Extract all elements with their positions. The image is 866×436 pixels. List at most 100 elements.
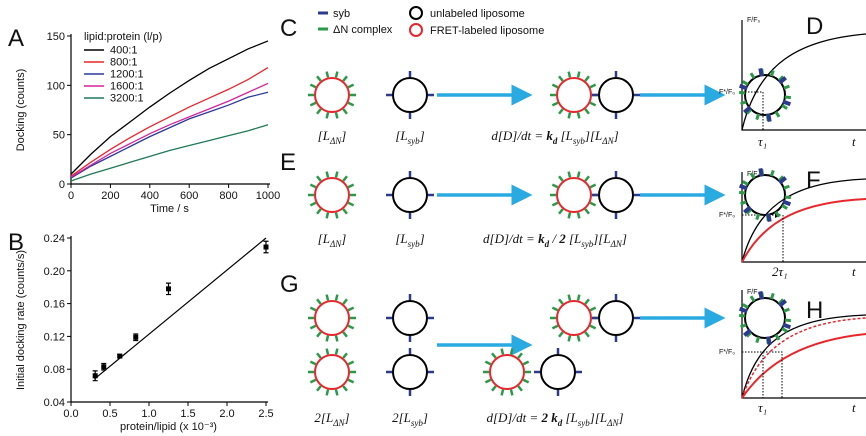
protein bbox=[590, 85, 595, 88]
formula: 2[Lsyb] bbox=[392, 410, 428, 428]
formula-part: d[D]/dt = bbox=[491, 128, 546, 143]
protein bbox=[310, 103, 315, 106]
protein bbox=[343, 76, 347, 81]
figure: A B C E G D F H syb ΔN complex unlabeled… bbox=[0, 0, 866, 436]
membrane bbox=[557, 301, 591, 335]
formula-part: d[D]/dt = bbox=[486, 410, 541, 425]
formula-part: [L bbox=[318, 128, 330, 143]
protein bbox=[578, 172, 579, 178]
protein bbox=[552, 185, 557, 188]
level-label: F*/F₀ bbox=[719, 349, 735, 356]
protein bbox=[559, 299, 563, 304]
y-tick-label: 0.16 bbox=[44, 299, 65, 311]
schematic-f bbox=[742, 172, 866, 262]
protein bbox=[348, 308, 353, 311]
protein bbox=[511, 349, 512, 355]
protein bbox=[783, 325, 791, 328]
y-axis-label: Initial docking rate (counts/s) bbox=[15, 250, 27, 390]
x-tick-label: 1000 bbox=[256, 190, 280, 202]
formula: d[D]/dt = kd / 2 [Lsyb][LΔN] bbox=[483, 231, 627, 249]
legend-unlabeled-mark bbox=[410, 7, 422, 19]
x-tick-label: 2.5 bbox=[258, 408, 273, 420]
fused-liposome bbox=[739, 291, 791, 344]
protein bbox=[585, 109, 589, 114]
protein bbox=[317, 209, 321, 214]
protein bbox=[784, 86, 790, 88]
protein bbox=[784, 186, 790, 188]
curve bbox=[742, 34, 866, 130]
protein bbox=[502, 390, 503, 396]
protein bbox=[327, 172, 328, 178]
protein bbox=[741, 102, 747, 104]
formula-part: syb bbox=[408, 136, 420, 146]
membrane bbox=[315, 301, 349, 335]
legend-labeled-mark bbox=[410, 24, 422, 36]
protein bbox=[348, 85, 353, 88]
y-label: F/F₀ bbox=[747, 17, 760, 24]
protein bbox=[585, 299, 589, 304]
formula-part: syb bbox=[578, 418, 590, 428]
unlabeled-liposome bbox=[592, 71, 640, 119]
protein bbox=[760, 291, 761, 299]
protein bbox=[785, 197, 791, 198]
formula-part: [L bbox=[566, 231, 582, 246]
point bbox=[93, 373, 98, 378]
y-tick-label: 0 bbox=[59, 179, 65, 191]
protein bbox=[317, 299, 321, 304]
axes bbox=[742, 290, 866, 398]
axes bbox=[742, 172, 866, 262]
unlabeled-liposome bbox=[386, 294, 434, 342]
formula: [LΔN] bbox=[318, 128, 347, 146]
protein bbox=[569, 172, 570, 178]
labeled-liposome bbox=[550, 295, 598, 342]
labeled-liposome bbox=[308, 295, 356, 342]
formula-part: ΔN bbox=[601, 136, 614, 146]
protein bbox=[739, 92, 745, 93]
protein bbox=[578, 295, 579, 301]
protein bbox=[310, 185, 315, 188]
protein bbox=[578, 336, 579, 342]
membrane bbox=[490, 355, 524, 389]
protein bbox=[327, 349, 328, 355]
protein bbox=[760, 68, 761, 76]
protein bbox=[336, 336, 337, 342]
protein bbox=[739, 315, 745, 316]
protein bbox=[751, 73, 754, 78]
unlabeled-liposome bbox=[534, 348, 582, 396]
protein bbox=[559, 176, 563, 181]
protein bbox=[317, 332, 321, 337]
protein bbox=[590, 326, 595, 329]
panel-letter: G bbox=[280, 271, 299, 298]
protein bbox=[578, 213, 579, 219]
protein bbox=[343, 386, 347, 391]
time-label: τ₁ bbox=[758, 400, 767, 415]
protein bbox=[559, 109, 563, 114]
y-label: F/F₀ bbox=[747, 289, 760, 296]
protein bbox=[783, 102, 791, 105]
formula-part: ΔN bbox=[332, 418, 345, 428]
protein bbox=[569, 72, 570, 78]
legend-label: unlabeled liposome bbox=[430, 8, 525, 20]
formula-part: ] bbox=[344, 410, 350, 425]
protein bbox=[743, 304, 748, 307]
series-line bbox=[71, 92, 268, 178]
membrane bbox=[393, 78, 427, 112]
membrane bbox=[315, 355, 349, 389]
protein bbox=[784, 309, 790, 311]
x-tick-label: 400 bbox=[141, 190, 159, 202]
arrows bbox=[437, 95, 715, 345]
unlabeled-liposome bbox=[386, 348, 434, 396]
protein bbox=[590, 103, 595, 106]
formula-part: ] bbox=[419, 231, 425, 246]
formula: [Lsyb] bbox=[395, 231, 424, 249]
formula-part: ΔN bbox=[329, 136, 342, 146]
protein bbox=[585, 176, 589, 181]
protein bbox=[317, 353, 321, 358]
protein bbox=[785, 320, 791, 321]
level-label: F*/F₀ bbox=[719, 89, 735, 96]
membrane bbox=[315, 178, 349, 212]
y-tick-label: 150 bbox=[47, 31, 65, 43]
panel-letter: D bbox=[806, 13, 823, 40]
protein bbox=[310, 203, 315, 206]
formula-part: syb bbox=[581, 239, 593, 249]
